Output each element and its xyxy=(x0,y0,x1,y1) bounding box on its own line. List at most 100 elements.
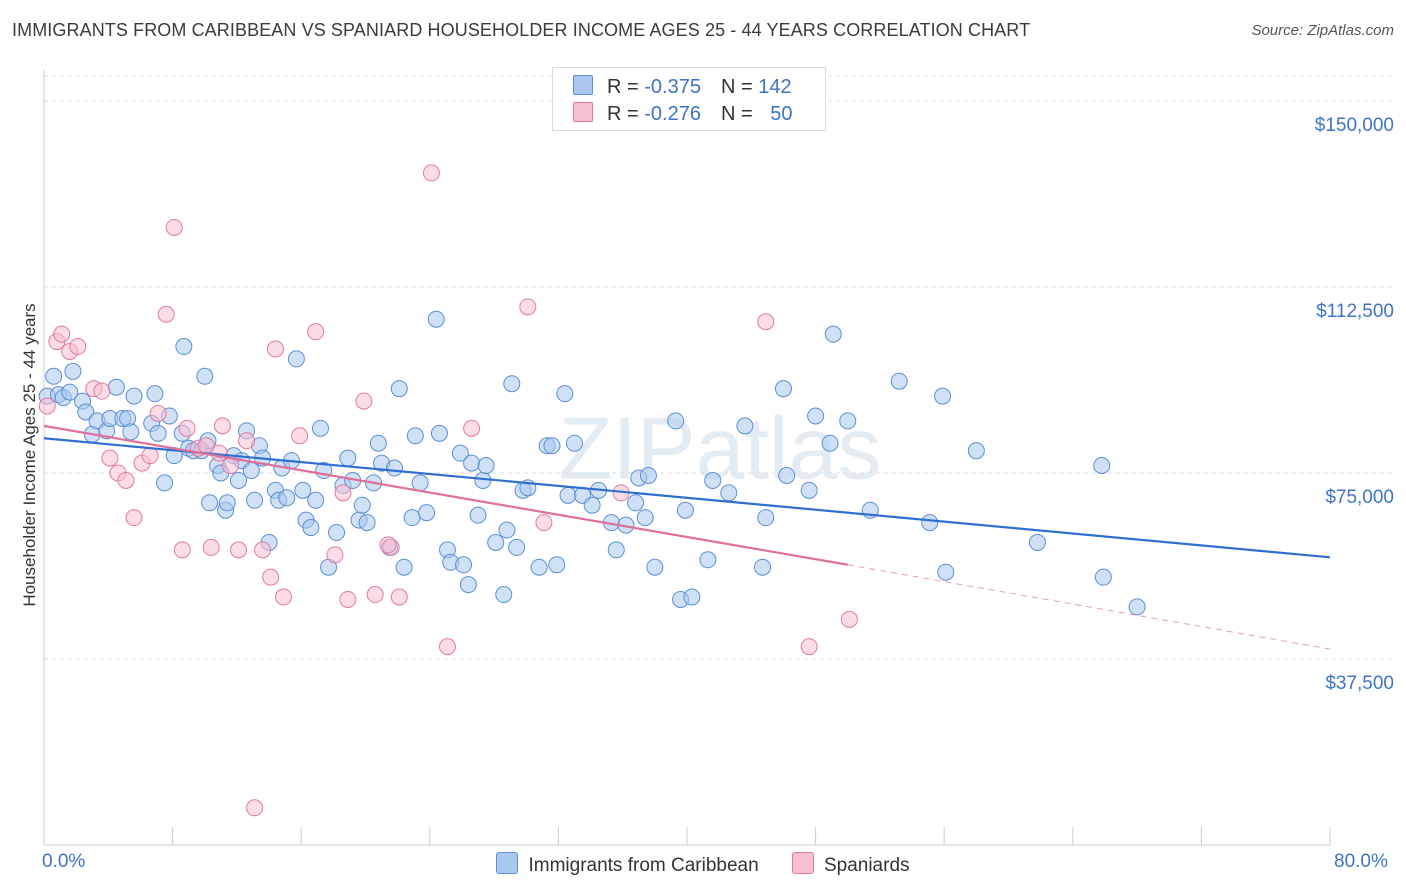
data-points xyxy=(38,164,1146,817)
caribbean-point xyxy=(196,367,214,385)
caribbean-point xyxy=(403,509,421,527)
spaniard-point xyxy=(438,638,456,656)
caribbean-point xyxy=(1128,598,1146,616)
spaniard-point xyxy=(213,417,231,435)
spaniard-point xyxy=(390,588,408,606)
spaniard-point xyxy=(366,586,384,604)
spaniard-trend-line xyxy=(43,424,848,566)
caribbean-point xyxy=(543,437,561,455)
spaniard-point xyxy=(178,419,196,437)
stats-legend: R = -0.375 N = 142 R = -0.276 N = 50 xyxy=(552,67,826,131)
spaniard-point xyxy=(339,590,357,608)
caribbean-point xyxy=(427,310,445,328)
legend-item-caribbean[interactable]: Immigrants from Caribbean xyxy=(496,852,759,877)
caribbean-point xyxy=(967,442,985,460)
spaniard-point xyxy=(463,419,481,437)
r-value: -0.375 xyxy=(644,76,701,98)
caribbean-point xyxy=(149,424,167,442)
spaniard-point xyxy=(355,392,373,410)
caribbean-point xyxy=(390,380,408,398)
r-value: -0.276 xyxy=(644,103,701,125)
spaniards-swatch xyxy=(573,102,593,122)
stats-row-caribbean: R = -0.375 N = 142 xyxy=(573,75,792,101)
caribbean-point xyxy=(636,509,654,527)
spaniard-point xyxy=(202,538,220,556)
caribbean-point xyxy=(530,558,548,576)
spaniard-point xyxy=(535,514,553,532)
caribbean-point xyxy=(463,454,481,472)
caribbean-point xyxy=(406,427,424,445)
caribbean-point xyxy=(430,424,448,442)
chart-title: IMMIGRANTS FROM CARIBBEAN VS SPANIARD HO… xyxy=(12,20,1031,40)
caribbean-point xyxy=(107,378,125,396)
spaniard-point xyxy=(422,164,440,182)
spaniard-point xyxy=(93,382,111,400)
axes xyxy=(43,70,1331,846)
n-label: N = xyxy=(720,76,759,98)
caribbean-point xyxy=(683,588,701,606)
caribbean-point xyxy=(736,417,754,435)
spaniard-point xyxy=(246,799,264,817)
caribbean-point xyxy=(921,514,939,532)
spaniard-point xyxy=(307,323,325,341)
caribbean-point xyxy=(455,556,473,574)
caribbean-point xyxy=(487,533,505,551)
spaniard-point xyxy=(291,427,309,445)
caribbean-point xyxy=(302,519,320,537)
n-value: 142 xyxy=(758,76,792,98)
caribbean-point xyxy=(156,474,174,492)
spaniard-point xyxy=(266,340,284,358)
caribbean-point xyxy=(395,558,413,576)
caribbean-point xyxy=(495,586,513,604)
caribbean-point xyxy=(704,471,722,489)
gridlines xyxy=(44,75,1395,660)
spaniard-point xyxy=(69,338,87,356)
spaniard-point xyxy=(125,509,143,527)
y-axis-label: Householder Income Ages 25 - 44 years xyxy=(20,303,39,607)
caribbean-point xyxy=(418,504,436,522)
caribbean-point xyxy=(676,501,694,519)
caribbean-point xyxy=(646,558,664,576)
caribbean-point xyxy=(720,484,738,502)
caribbean-point xyxy=(1093,457,1111,475)
caribbean-point xyxy=(246,491,264,509)
caribbean-point xyxy=(559,486,577,504)
caribbean-point xyxy=(1094,568,1112,586)
caribbean-point xyxy=(477,457,495,475)
caribbean-point xyxy=(175,338,193,356)
caribbean-point xyxy=(890,372,908,390)
legend-swatch-caribbean xyxy=(496,852,519,874)
spaniard-point xyxy=(254,541,272,559)
caribbean-point xyxy=(201,494,219,512)
spaniard-point xyxy=(379,536,397,554)
caribbean-point xyxy=(411,474,429,492)
caribbean-point xyxy=(583,496,601,514)
caribbean-point xyxy=(699,551,717,569)
caribbean-point xyxy=(548,556,566,574)
spaniard-point xyxy=(101,449,119,467)
x-tick-label-max: 80.0% xyxy=(1334,851,1388,872)
spaniard-point xyxy=(157,305,175,323)
legend-item-spaniards[interactable]: Spaniards xyxy=(791,852,910,877)
spaniard-point xyxy=(117,471,135,489)
caribbean-point xyxy=(64,362,82,380)
spaniard-point xyxy=(141,447,159,465)
caribbean-point xyxy=(774,380,792,398)
caribbean-point xyxy=(218,494,236,512)
caribbean-point xyxy=(45,367,63,385)
n-value: 50 xyxy=(770,103,793,125)
spaniard-trend-extension xyxy=(847,564,1331,650)
y-tick-label: $37,500 xyxy=(1325,673,1394,694)
n-label: N = xyxy=(720,103,759,125)
caribbean-point xyxy=(339,449,357,467)
caribbean-point xyxy=(807,407,825,425)
caribbean-point xyxy=(757,509,775,527)
caribbean-point xyxy=(627,494,645,512)
caribbean-point xyxy=(307,491,325,509)
spaniard-point xyxy=(757,313,775,331)
caribbean-point xyxy=(125,387,143,405)
spaniard-point xyxy=(800,638,818,656)
caribbean-point xyxy=(230,471,248,489)
spaniard-point xyxy=(38,397,56,415)
